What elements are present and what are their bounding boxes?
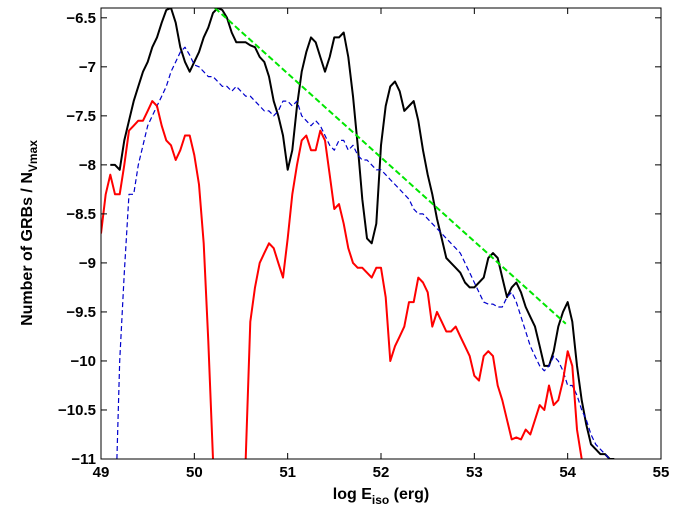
y-tick-label: −6.5 xyxy=(66,10,96,27)
x-tick-label: 51 xyxy=(279,464,296,481)
x-tick-label: 54 xyxy=(559,464,576,481)
x-tick-label: 53 xyxy=(466,464,483,481)
y-tick-label: −8.5 xyxy=(66,206,96,223)
series-line-0 xyxy=(110,8,615,459)
y-tick-label: −7 xyxy=(79,59,96,76)
y-tick-label: −9.5 xyxy=(66,304,96,321)
x-tick-label: 55 xyxy=(653,464,670,481)
x-tick-label: 50 xyxy=(186,464,203,481)
x-tick-label: 52 xyxy=(373,464,390,481)
y-axis-label: Number of GRBs / NVmax xyxy=(19,140,40,326)
series-line-2 xyxy=(101,100,583,459)
y-tick-label: −7.5 xyxy=(66,108,96,125)
x-tick-label: 49 xyxy=(93,464,110,481)
y-tick-label: −9 xyxy=(79,255,96,272)
tick-layer: 49 50 51 52 53 54 55 −6.5 −7 −7.5 −8 −8.5 −9 −9.5 −10 −… xyxy=(58,8,669,481)
x-axis-label: log Eiso (erg) xyxy=(333,486,429,507)
y-tick-label: −11 xyxy=(71,451,96,468)
series-line-1 xyxy=(116,46,611,459)
y-tick-label: −8 xyxy=(79,157,96,174)
series-layer xyxy=(101,8,615,459)
y-tick-label: −10 xyxy=(71,353,96,370)
series-line-3 xyxy=(214,8,567,325)
y-tick-label: −10.5 xyxy=(58,402,96,419)
plot-background xyxy=(101,8,661,459)
